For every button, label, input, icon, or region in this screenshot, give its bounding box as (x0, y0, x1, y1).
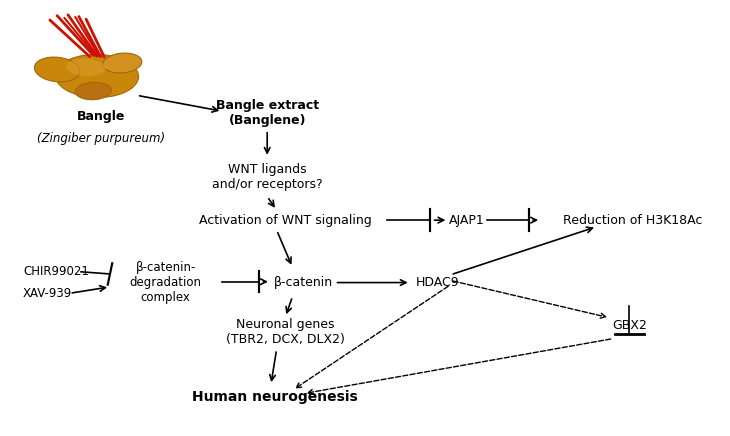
Text: (Zingiber purpureum): (Zingiber purpureum) (36, 132, 165, 145)
Text: XAV-939: XAV-939 (23, 287, 72, 300)
Text: Bangle extract
(Banglene): Bangle extract (Banglene) (215, 99, 319, 126)
Text: AJAP1: AJAP1 (448, 214, 484, 227)
Text: HDAC9: HDAC9 (415, 276, 459, 289)
Text: WNT ligands
and/or receptors?: WNT ligands and/or receptors? (212, 163, 323, 191)
Ellipse shape (66, 58, 106, 76)
Text: Neuronal genes
(TBR2, DCX, DLX2): Neuronal genes (TBR2, DCX, DLX2) (226, 318, 345, 346)
Text: GBX2: GBX2 (612, 319, 647, 332)
Ellipse shape (34, 57, 80, 82)
Text: Bangle: Bangle (77, 110, 125, 123)
Text: Reduction of H3K18Ac: Reduction of H3K18Ac (564, 214, 703, 227)
Text: β-catenin: β-catenin (274, 276, 333, 289)
Ellipse shape (103, 53, 142, 73)
Text: β-catenin-
degradation
complex: β-catenin- degradation complex (130, 261, 201, 304)
Text: Activation of WNT signaling: Activation of WNT signaling (199, 214, 372, 227)
Ellipse shape (75, 82, 112, 100)
Ellipse shape (55, 54, 139, 98)
Text: CHIR99021: CHIR99021 (23, 265, 89, 278)
Text: Human neurogenesis: Human neurogenesis (191, 390, 357, 404)
